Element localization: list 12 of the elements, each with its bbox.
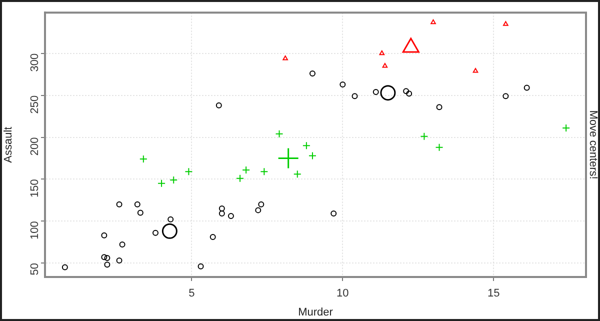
y-tick-label: 300 xyxy=(29,53,42,72)
y-tick-label: 150 xyxy=(29,179,42,198)
y-tick-label: 250 xyxy=(29,95,42,114)
x-tick-label: 15 xyxy=(487,288,500,300)
y-tick-label: 200 xyxy=(29,137,42,156)
y-tick-label: 100 xyxy=(29,221,42,240)
x-tick-label: 5 xyxy=(188,288,195,300)
text: Move centers! xyxy=(586,110,599,180)
x-axis-title: Murder xyxy=(298,306,334,318)
y-tick-label: 50 xyxy=(29,263,42,276)
y-axis-title: Assault xyxy=(2,126,15,163)
x-tick-label: 10 xyxy=(336,288,349,300)
